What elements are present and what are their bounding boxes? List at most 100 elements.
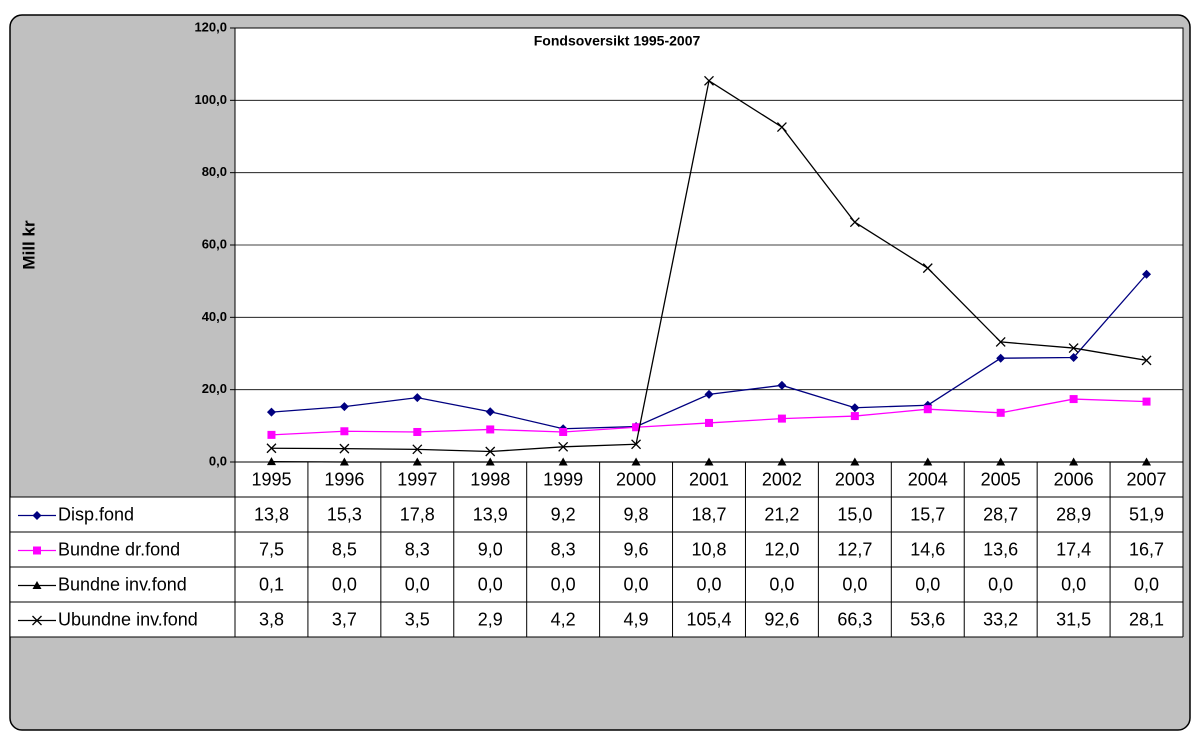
table-value: 17,8 [400,504,435,524]
marker [339,457,349,466]
marker [923,457,933,466]
marker [631,439,642,450]
x-tick-label: 2007 [1127,469,1167,489]
table-value: 33,2 [983,609,1018,629]
marker [413,427,422,436]
table-value: 3,7 [332,609,357,629]
table-value: 105,4 [686,609,731,629]
marker [1142,397,1151,406]
x-tick-label: 1996 [324,469,364,489]
table-value: 0,0 [1134,574,1159,594]
table-value: 18,7 [691,504,726,524]
x-tick-label: 1998 [470,469,510,489]
x-tick-label: 2003 [835,469,875,489]
y-tick-label: 120,0 [194,19,227,34]
table-value: 0,0 [405,574,430,594]
table-value: 16,7 [1129,539,1164,559]
legend-label: Ubundne inv.fond [58,609,198,629]
marker [777,457,787,466]
marker [267,430,276,439]
marker [558,457,568,466]
table-value: 0,0 [624,574,649,594]
table-value: 28,9 [1056,504,1091,524]
table-value: 3,5 [405,609,430,629]
x-tick-label: 2004 [908,469,948,489]
table-value: 15,3 [327,504,362,524]
marker [1069,352,1079,362]
marker [339,443,350,454]
x-tick-label: 1997 [397,469,437,489]
table-value: 15,7 [910,504,945,524]
marker [704,457,714,466]
marker [485,457,495,466]
table-value: 14,6 [910,539,945,559]
marker [486,425,495,434]
marker [485,407,495,417]
marker [1142,457,1152,466]
table-value: 15,0 [837,504,872,524]
marker [1069,395,1078,404]
table-value: 0,0 [1061,574,1086,594]
marker [996,353,1006,363]
y-tick-label: 60,0 [202,236,227,251]
table-value: 0,0 [915,574,940,594]
table-value: 4,9 [624,609,649,629]
marker [1142,269,1152,279]
table-value: 13,8 [254,504,289,524]
table-value: 0,0 [696,574,721,594]
table-value: 0,0 [988,574,1013,594]
marker [850,412,859,421]
table-value: 28,7 [983,504,1018,524]
table-value: 10,8 [691,539,726,559]
marker [922,263,933,274]
marker [995,336,1006,347]
table-value: 13,6 [983,539,1018,559]
marker [996,408,1005,417]
marker [850,403,860,413]
marker [923,405,932,414]
marker [558,441,569,452]
table-value: 9,8 [624,504,649,524]
x-tick-label: 2002 [762,469,802,489]
y-axis-label: Mill kr [19,220,38,270]
table-value: 0,0 [478,574,503,594]
marker [412,444,423,455]
table-value: 0,0 [551,574,576,594]
x-tick-label: 2006 [1054,469,1094,489]
y-tick-label: 100,0 [194,92,227,107]
table-value: 21,2 [764,504,799,524]
legend-marker [33,546,41,555]
marker [1068,343,1079,354]
marker [996,457,1006,466]
marker [412,457,422,466]
marker [485,446,496,457]
table-value: 0,0 [769,574,794,594]
legend-marker [32,511,42,520]
marker [632,423,641,432]
marker [631,457,641,466]
marker [266,443,277,454]
table-value: 28,1 [1129,609,1164,629]
marker [704,75,714,86]
table-value: 51,9 [1129,504,1164,524]
table-value: 12,0 [764,539,799,559]
y-tick-label: 80,0 [202,164,227,179]
table-value: 9,2 [551,504,576,524]
marker [339,402,349,412]
table-value: 0,1 [259,574,284,594]
x-tick-label: 2000 [616,469,656,489]
chart-title: Fondsoversikt 1995-2007 [534,33,701,49]
marker [849,217,860,228]
table-value: 13,9 [473,504,508,524]
table-value: 3,8 [259,609,284,629]
y-tick-label: 40,0 [202,309,227,324]
marker [705,418,713,427]
x-tick-label: 2005 [981,469,1021,489]
table-value: 7,5 [259,539,284,559]
table-value: 4,2 [551,609,576,629]
legend-marker [32,615,42,626]
marker [1141,355,1152,366]
marker [266,457,276,466]
legend-marker [32,581,42,589]
